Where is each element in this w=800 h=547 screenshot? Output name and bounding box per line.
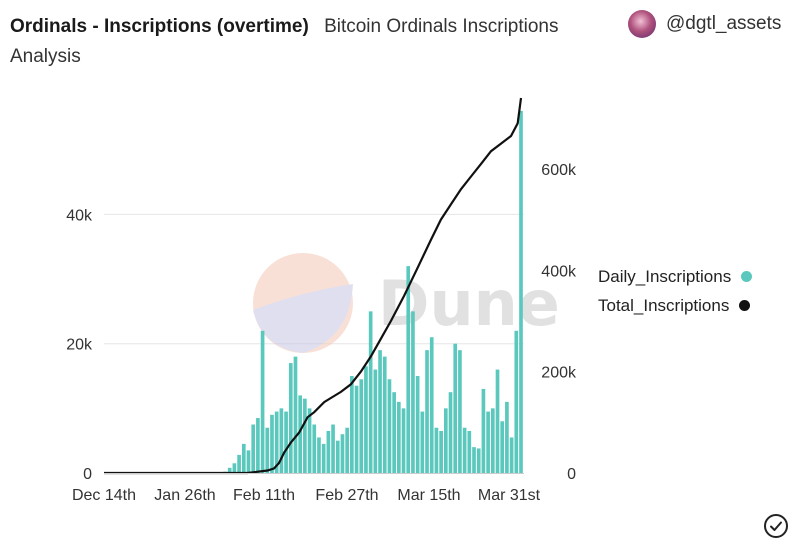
chart-subtitle: Bitcoin Ordinals Inscriptions Analysis [10, 16, 559, 67]
author-badge[interactable]: @dgtl_assets [628, 10, 781, 38]
daily-bar [256, 418, 260, 473]
y-left-tick-label: 20k [66, 337, 93, 354]
daily-bar [335, 440, 340, 473]
x-tick-label: Dec 14th [72, 487, 136, 504]
daily-bar [387, 379, 392, 473]
check-circle-icon[interactable] [763, 513, 789, 539]
x-axis: Dec 14th Jan 26th Feb 11th Feb 27th Mar 15th… [72, 473, 541, 504]
daily-bar [406, 266, 411, 473]
daily-bar [274, 411, 279, 473]
daily-bar [472, 447, 476, 473]
daily-bar [359, 379, 364, 473]
daily-bar [270, 414, 274, 473]
legend: Daily_Inscriptions Total_Inscriptions [598, 262, 753, 320]
avatar [628, 10, 656, 38]
inscriptions-chart: Dune 0 20k 40k 0 200k 400k 600k Dec 14th Jan 2… [66, 97, 577, 504]
daily-bar [401, 408, 406, 473]
legend-item-daily[interactable]: Daily_Inscriptions [598, 262, 753, 291]
daily-bar [246, 450, 251, 473]
y-right-tick-label: 600k [541, 162, 577, 179]
daily-bars [223, 110, 523, 473]
daily-bar [345, 427, 349, 473]
daily-bar [303, 398, 307, 473]
daily-bar [350, 376, 354, 473]
legend-dot-daily [741, 271, 753, 282]
daily-bar [514, 330, 519, 473]
daily-bar [509, 437, 514, 473]
daily-bar [331, 424, 335, 473]
x-tick-label: Feb 11th [233, 487, 295, 504]
chart-title: Ordinals - Inscriptions (overtime) [10, 16, 309, 37]
daily-bar [312, 424, 317, 473]
daily-bar [354, 385, 359, 473]
daily-bar [486, 411, 490, 473]
daily-bar [392, 392, 396, 473]
daily-bar [260, 330, 265, 473]
daily-bar [462, 427, 467, 473]
daily-bar [373, 369, 378, 473]
daily-bar [237, 454, 241, 473]
y-right-tick-label: 200k [541, 365, 577, 382]
daily-bar [448, 392, 453, 473]
x-tick-label: Mar 15th [397, 487, 460, 504]
legend-dot-total [739, 300, 751, 311]
watermark-logo-band [253, 284, 353, 353]
y-right-tick-label: 0 [567, 466, 576, 483]
daily-bar [425, 350, 429, 473]
daily-bar [321, 443, 326, 473]
dune-watermark: Dune [253, 253, 560, 353]
daily-bar [340, 434, 345, 473]
daily-bar [265, 427, 270, 473]
daily-bar [251, 424, 256, 473]
daily-bar [326, 430, 331, 473]
daily-bar [227, 467, 232, 473]
daily-bar [288, 363, 293, 473]
daily-bar [500, 421, 505, 473]
x-tick-label: Mar 31st [478, 487, 541, 504]
daily-bar [279, 408, 284, 473]
daily-bar [505, 401, 509, 473]
x-tick-label: Jan 26th [154, 487, 215, 504]
y-left-tick-label: 40k [66, 207, 93, 224]
daily-bar [364, 366, 368, 473]
author-name[interactable]: @dgtl_assets [666, 13, 782, 34]
legend-label-total: Total_Inscriptions [598, 295, 730, 315]
daily-bar [317, 437, 321, 473]
y-right-tick-label: 400k [541, 263, 577, 280]
daily-bar [293, 356, 298, 473]
right-axis: 0 200k 400k 600k [541, 162, 577, 483]
daily-bar [519, 110, 523, 473]
y-left-tick-label: 0 [83, 466, 92, 483]
daily-bar [368, 311, 373, 473]
daily-bar [232, 463, 237, 473]
daily-bar [467, 430, 472, 473]
daily-bar [420, 411, 425, 473]
watermark-text: Dune [378, 267, 560, 340]
legend-label-daily: Daily_Inscriptions [598, 266, 732, 286]
daily-bar [307, 408, 312, 473]
daily-bar [429, 337, 434, 473]
daily-bar [453, 343, 458, 473]
daily-bar [241, 443, 246, 473]
daily-bar [382, 356, 387, 473]
daily-bar [439, 430, 443, 473]
daily-bar [495, 369, 500, 473]
daily-bar [411, 311, 415, 473]
daily-bar [481, 388, 486, 473]
legend-item-total[interactable]: Total_Inscriptions [598, 291, 752, 320]
daily-bar [298, 395, 303, 473]
daily-bar [434, 427, 439, 473]
daily-bar [284, 411, 288, 473]
chart-header: Ordinals - Inscriptions (overtime) Bitco… [10, 12, 620, 72]
x-tick-label: Feb 27th [315, 487, 378, 504]
daily-bar [397, 401, 401, 473]
daily-bar [458, 350, 462, 473]
daily-bar [490, 408, 495, 473]
daily-bar [476, 448, 481, 473]
left-axis: 0 20k 40k [66, 207, 93, 483]
total-inscriptions-line [104, 97, 523, 475]
daily-bar [415, 376, 420, 473]
daily-bar [378, 350, 382, 473]
daily-bar [443, 408, 448, 473]
